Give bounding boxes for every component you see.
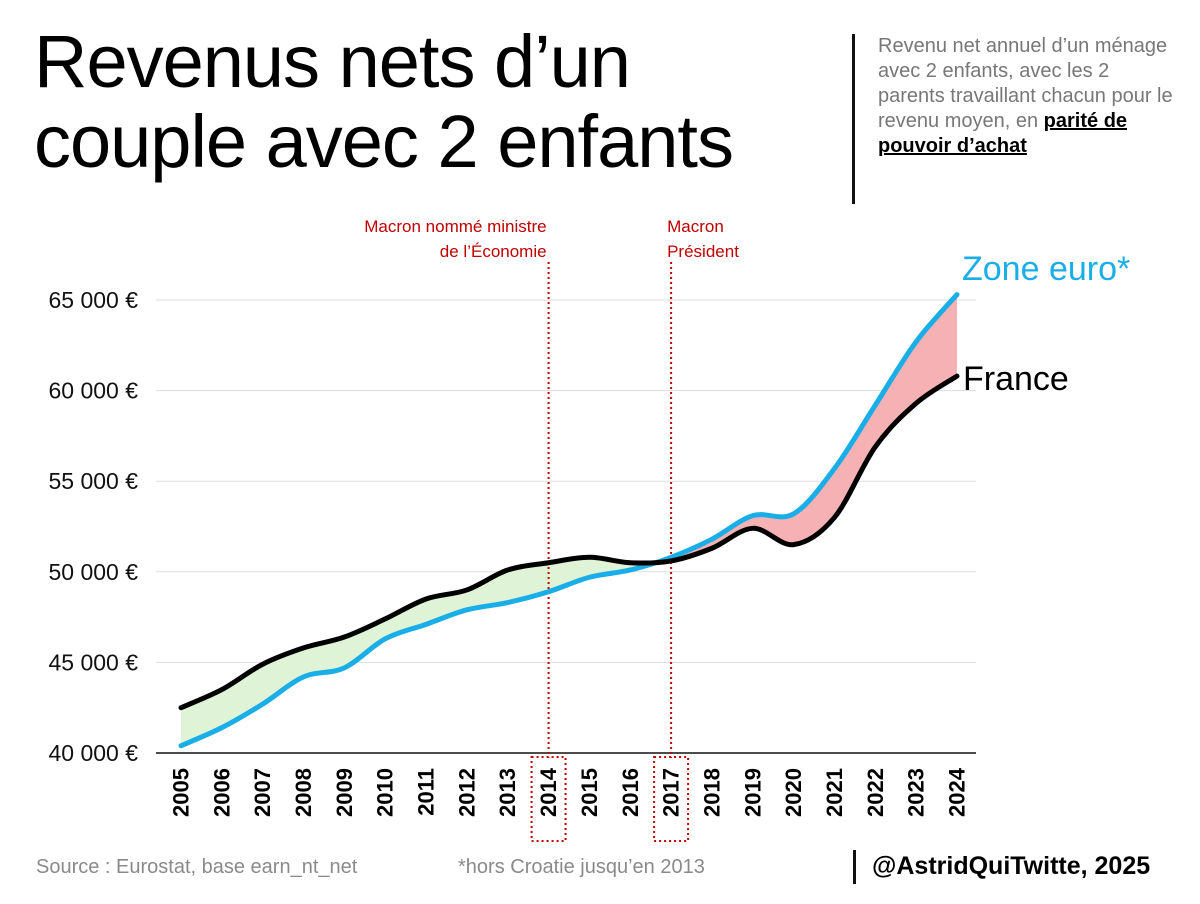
x-tick-label: 2021 xyxy=(822,768,847,817)
y-tick-label: 40 000 € xyxy=(48,740,138,766)
x-tick-label: 2009 xyxy=(332,768,357,817)
x-tick-label: 2005 xyxy=(169,768,194,817)
series-line-zone-euro xyxy=(178,292,960,749)
chart-description: Revenu net annuel d’un ménage avec 2 enf… xyxy=(878,34,1178,159)
author-credit: @AstridQuiTwitte, 2025 xyxy=(872,852,1151,880)
title-line-1: Revenus nets d’un xyxy=(34,20,631,103)
y-tick-label: 50 000 € xyxy=(48,559,138,585)
annotation-box-2017 xyxy=(653,756,690,842)
x-tick-label: 2017 xyxy=(659,768,684,817)
annotation-label: Président xyxy=(667,242,739,261)
x-tick-label: 2022 xyxy=(863,768,888,817)
x-tick-label: 2006 xyxy=(209,768,234,817)
series-label-france: France xyxy=(963,360,1069,398)
title-line-2: couple avec 2 enfants xyxy=(34,100,734,183)
x-tick-label: 2024 xyxy=(945,767,970,817)
x-tick-label: 2018 xyxy=(699,768,724,817)
x-tick-label: 2023 xyxy=(904,768,929,817)
annotation-label: Macron xyxy=(667,217,724,236)
header-divider xyxy=(852,34,855,204)
description-text: Revenu net annuel d’un ménage avec 2 enf… xyxy=(878,35,1173,132)
y-tick-label: 45 000 € xyxy=(48,649,138,675)
x-tick-label: 2013 xyxy=(495,768,520,817)
x-tick-label: 2015 xyxy=(577,768,602,817)
footnote: *hors Croatie jusqu’en 2013 xyxy=(458,856,705,878)
series-label-zone-euro: Zone euro* xyxy=(962,250,1130,288)
y-tick-label: 55 000 € xyxy=(48,468,138,494)
x-tick-label: 2008 xyxy=(291,768,316,817)
annotation-box-2014 xyxy=(530,756,567,842)
y-tick-label: 60 000 € xyxy=(48,378,138,404)
x-tick-label: 2016 xyxy=(618,768,643,817)
x-tick-label: 2014 xyxy=(536,767,561,817)
x-tick-label: 2020 xyxy=(781,768,806,817)
x-tick-label: 2012 xyxy=(454,768,479,817)
x-tick-label: 2010 xyxy=(373,768,398,817)
page-title: Revenus nets d’un couple avec 2 enfants xyxy=(34,22,834,182)
description-emphasis: parité de pouvoir d’achat xyxy=(878,110,1128,157)
x-tick-label: 2007 xyxy=(250,768,275,817)
x-tick-label: 2011 xyxy=(414,768,439,816)
x-tick-label: 2019 xyxy=(740,768,765,817)
footer-divider xyxy=(853,850,856,884)
y-tick-label: 65 000 € xyxy=(48,287,138,313)
source-note: Source : Eurostat, base earn_nt_net xyxy=(36,856,358,878)
series-line-france xyxy=(178,373,960,711)
annotation-label: Macron nommé ministre xyxy=(364,217,546,236)
annotation-label: de l’Économie xyxy=(440,242,547,261)
france-above-area xyxy=(181,376,957,746)
